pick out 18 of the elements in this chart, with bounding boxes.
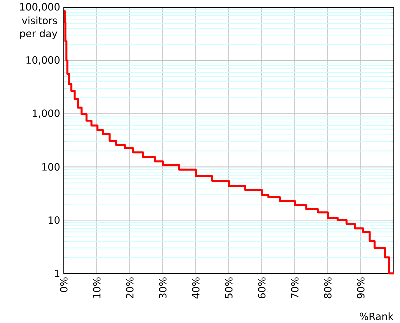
y-tick-label: 100,000 <box>20 4 60 12</box>
y-tick-label: 1 <box>55 270 60 278</box>
y-tick-label: 10 <box>48 216 60 224</box>
x-tick-label: 60% <box>258 278 266 299</box>
x-tick-label: 30% <box>159 278 167 299</box>
x-tick-label: 20% <box>126 278 134 299</box>
x-tick-label: 50% <box>225 278 233 299</box>
y-tick-label: 100 <box>42 164 60 172</box>
x-tick-label: 10% <box>93 278 101 298</box>
x-axis-title: %Rank <box>360 312 394 321</box>
x-tick-label: 70% <box>291 278 299 299</box>
x-tick-label: 40% <box>192 278 200 299</box>
x-tick-label: 90% <box>357 278 365 299</box>
x-tick-label: 0% <box>60 278 68 292</box>
y-tick-label: 1,000 <box>33 110 60 118</box>
y-axis-title: visitors per day <box>20 16 58 40</box>
y-tick-label: 10,000 <box>26 56 60 66</box>
x-tick-label: 80% <box>324 278 332 299</box>
